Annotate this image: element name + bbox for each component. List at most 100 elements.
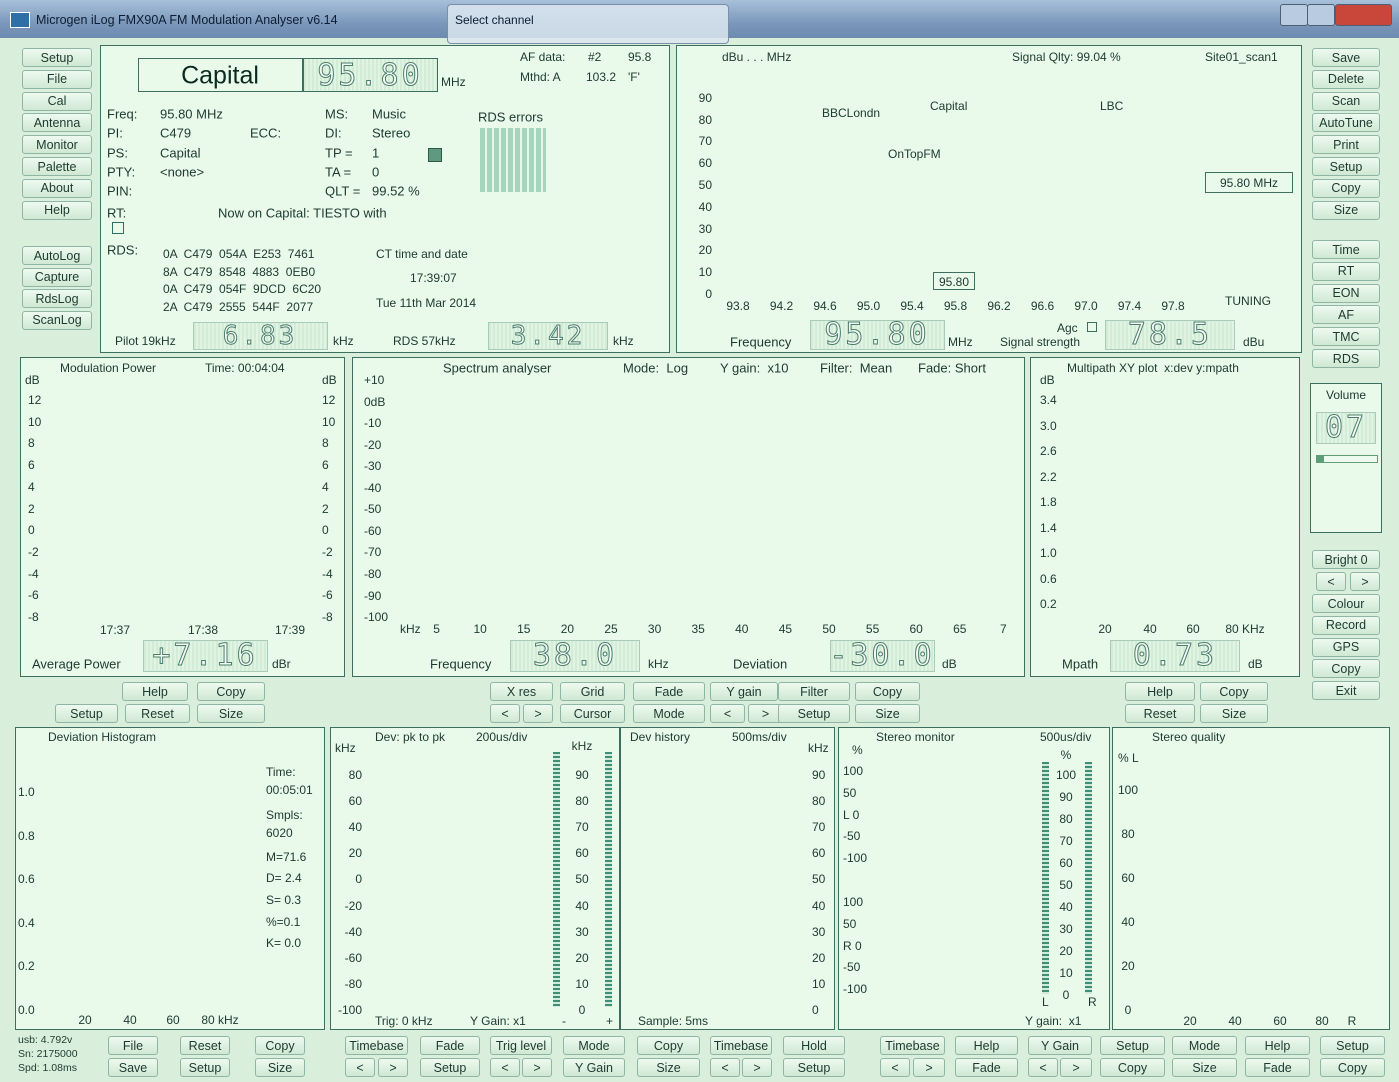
button[interactable]: Filter [778,682,850,701]
button[interactable]: Setup [55,704,118,723]
button[interactable]: ScanLog [22,310,92,330]
button[interactable]: > [1060,1058,1092,1077]
button[interactable]: > [378,1058,408,1077]
button[interactable]: Grid [560,682,625,701]
window-control[interactable] [1335,4,1392,26]
button[interactable]: Copy [1200,682,1268,701]
button[interactable]: Setup [783,1058,845,1077]
button[interactable]: > [748,704,783,723]
button[interactable]: > [742,1058,772,1077]
button[interactable]: Setup [22,48,92,67]
button[interactable]: X res [490,682,553,701]
button[interactable]: Setup [1100,1036,1165,1055]
button[interactable]: File [22,69,92,89]
button[interactable]: < [490,1058,520,1077]
button[interactable]: < [345,1058,375,1077]
button[interactable]: Time [1312,240,1380,259]
label: Music [372,106,406,122]
button[interactable]: Mode [633,704,705,723]
button[interactable]: Help [122,682,188,701]
button[interactable]: RDS [1312,349,1380,368]
button[interactable]: Fade [955,1058,1018,1077]
button[interactable]: Size [1172,1058,1237,1077]
button[interactable]: < [1316,572,1346,591]
button[interactable]: AutoTune [1312,113,1380,133]
button[interactable]: < [1028,1058,1058,1077]
button[interactable]: Cal [22,91,92,111]
button[interactable]: Timebase [710,1036,772,1055]
button[interactable]: Y Gain [563,1058,625,1077]
button[interactable]: Fade [633,682,705,701]
button[interactable]: Copy [1320,1058,1385,1077]
button[interactable]: Copy [855,682,920,701]
button[interactable]: Mode [1172,1036,1237,1055]
button[interactable]: Copy [1312,659,1380,679]
button[interactable]: Size [1200,704,1268,723]
button[interactable]: Scan [1312,91,1380,111]
button[interactable]: > [1350,572,1380,591]
button[interactable]: Copy [1100,1058,1165,1077]
button[interactable]: Size [637,1058,700,1077]
button[interactable]: Reset [1125,704,1195,723]
button[interactable]: Size [255,1058,305,1077]
button[interactable]: Exit [1312,681,1380,701]
button[interactable]: Hold [783,1036,845,1055]
button[interactable]: AutoLog [22,246,92,265]
button[interactable]: Setup [778,704,850,723]
button[interactable]: Copy [637,1036,700,1055]
button[interactable]: Palette [22,157,92,176]
button[interactable]: Y gain [710,682,778,701]
button[interactable]: Record [1312,615,1380,635]
button[interactable]: Reset [180,1036,230,1055]
button[interactable]: File [108,1036,158,1055]
button[interactable]: RT [1312,261,1380,281]
button[interactable]: Antenna [22,113,92,133]
button[interactable]: About [22,178,92,198]
button[interactable]: < [710,704,745,723]
button[interactable]: Trig level [490,1036,552,1055]
button[interactable]: Save [1312,48,1380,67]
button[interactable]: Help [1245,1036,1310,1055]
button[interactable]: EON [1312,283,1380,303]
window-control[interactable] [1307,4,1335,26]
button[interactable]: < [880,1058,910,1077]
button[interactable]: > [523,704,553,723]
button[interactable]: Print [1312,135,1380,155]
button[interactable]: Size [197,704,265,723]
button[interactable]: Help [955,1036,1018,1055]
button[interactable]: Reset [125,704,190,723]
button[interactable]: Timebase [880,1036,945,1055]
button[interactable]: GPS [1312,637,1380,657]
button[interactable]: < [710,1058,740,1077]
button[interactable]: Fade [420,1036,480,1055]
button[interactable]: Size [855,704,920,723]
button[interactable]: AF [1312,305,1380,325]
button[interactable]: > [522,1058,552,1077]
button[interactable]: Capture [22,267,92,287]
button[interactable]: Copy [197,682,265,701]
button[interactable]: Setup [1312,157,1380,176]
button[interactable]: Save [108,1058,158,1077]
button[interactable]: Bright 0 [1312,550,1380,569]
button[interactable]: Copy [255,1036,305,1055]
button[interactable]: Help [22,200,92,220]
button[interactable]: Help [1125,682,1195,701]
button[interactable]: RdsLog [22,289,92,309]
window-control[interactable] [1280,4,1308,26]
button[interactable]: Timebase [345,1036,408,1055]
button[interactable]: Y Gain [1028,1036,1092,1055]
button[interactable]: Setup [180,1058,230,1077]
button[interactable]: Setup [1320,1036,1385,1055]
button[interactable]: Setup [420,1058,480,1077]
button[interactable]: Colour [1312,594,1380,613]
button[interactable]: Delete [1312,69,1380,89]
button[interactable]: Copy [1312,178,1380,198]
button[interactable]: < [490,704,520,723]
button[interactable]: Size [1312,200,1380,220]
button[interactable]: TMC [1312,327,1380,347]
button[interactable]: Mode [563,1036,625,1055]
button[interactable]: Monitor [22,135,92,155]
button[interactable]: > [913,1058,945,1077]
button[interactable]: Fade [1245,1058,1310,1077]
button[interactable]: Cursor [560,704,625,723]
